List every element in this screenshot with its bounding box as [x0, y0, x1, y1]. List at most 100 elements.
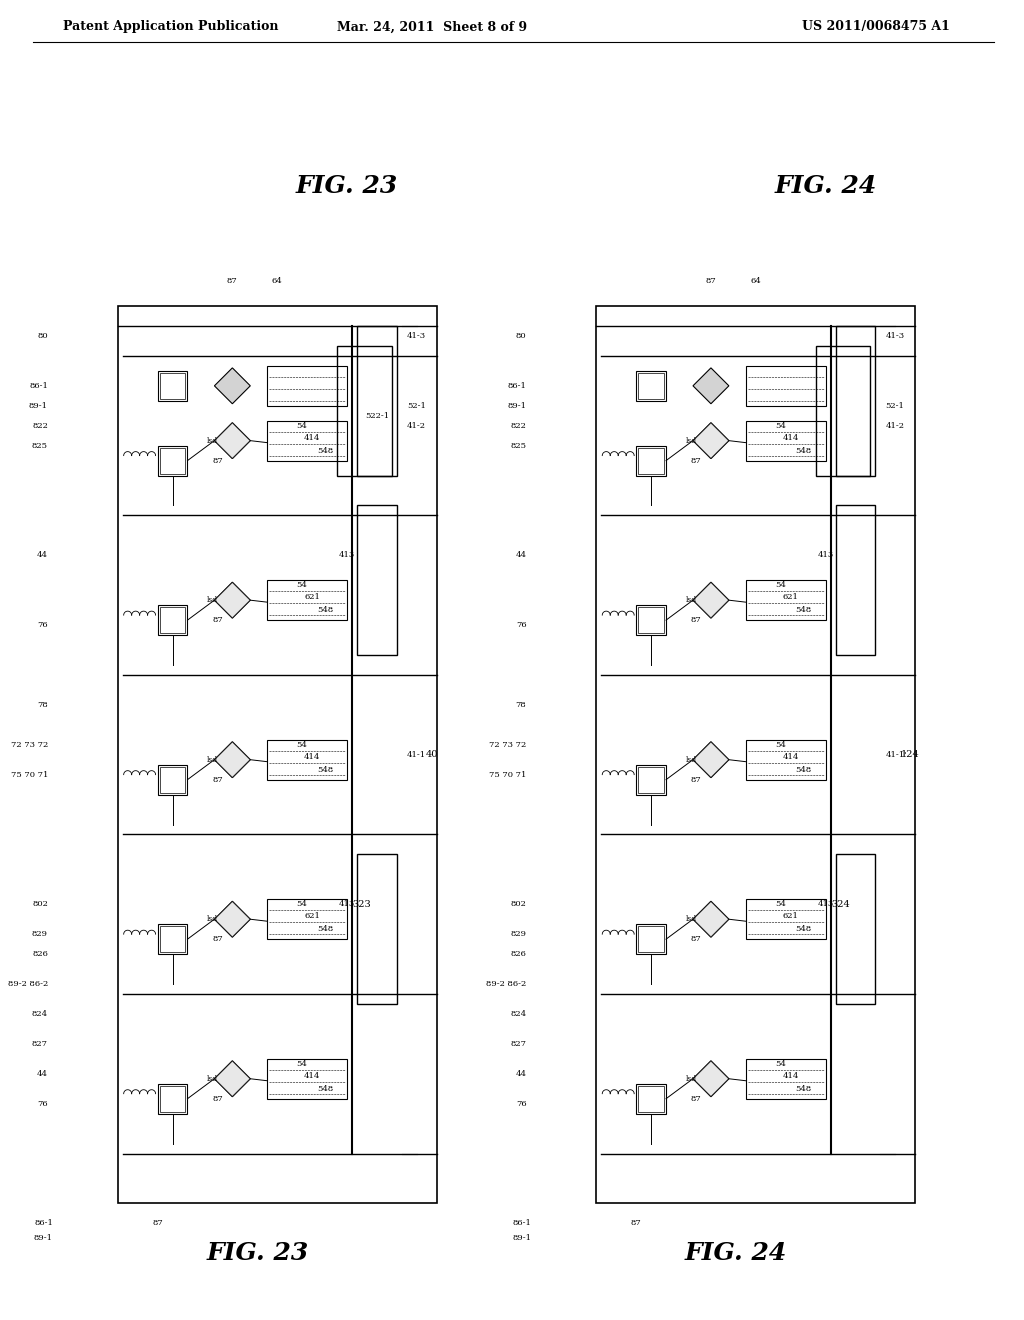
- Bar: [160, 447, 185, 474]
- Bar: [357, 506, 397, 655]
- Text: 41-1': 41-1': [886, 751, 907, 759]
- Bar: [745, 899, 825, 939]
- Bar: [267, 366, 347, 405]
- Text: 413: 413: [339, 900, 355, 908]
- Text: 87: 87: [212, 616, 223, 624]
- Text: 54: 54: [297, 581, 307, 589]
- Text: 548: 548: [317, 606, 333, 614]
- Text: 414: 414: [782, 752, 799, 760]
- Text: lsd: lsd: [685, 915, 696, 923]
- Text: 89-1: 89-1: [508, 401, 526, 409]
- Polygon shape: [693, 422, 729, 458]
- Text: 548: 548: [317, 1085, 333, 1093]
- Text: 827: 827: [511, 1040, 526, 1048]
- Bar: [158, 446, 187, 475]
- Text: 87: 87: [690, 935, 701, 944]
- Text: 822: 822: [32, 421, 48, 430]
- Polygon shape: [214, 582, 250, 618]
- Text: 124: 124: [901, 750, 920, 759]
- Bar: [636, 764, 666, 795]
- Text: lsd: lsd: [207, 437, 218, 445]
- Bar: [816, 346, 870, 475]
- Text: 41-2: 41-2: [407, 421, 426, 430]
- Text: 44: 44: [515, 552, 526, 560]
- Bar: [836, 854, 876, 1005]
- Text: 802: 802: [511, 900, 526, 908]
- Text: 54: 54: [297, 421, 307, 430]
- Text: 87: 87: [631, 1220, 641, 1228]
- Text: 87: 87: [212, 457, 223, 465]
- Text: Mar. 24, 2011  Sheet 8 of 9: Mar. 24, 2011 Sheet 8 of 9: [337, 20, 526, 33]
- Bar: [160, 372, 185, 399]
- Text: 41-3: 41-3: [407, 331, 426, 341]
- Text: FIG. 23: FIG. 23: [206, 1241, 308, 1266]
- Text: 54: 54: [775, 421, 786, 430]
- Text: 825: 825: [511, 442, 526, 450]
- Text: 824: 824: [510, 1010, 526, 1018]
- Text: 52-1: 52-1: [407, 401, 426, 409]
- Text: 324: 324: [831, 900, 850, 908]
- Polygon shape: [693, 368, 729, 404]
- Text: lsd: lsd: [685, 437, 696, 445]
- Text: lsd: lsd: [207, 756, 218, 764]
- Text: 548: 548: [796, 606, 812, 614]
- Text: 89-1: 89-1: [512, 1234, 531, 1242]
- Text: 825: 825: [32, 442, 48, 450]
- Text: lsd: lsd: [207, 915, 218, 923]
- Bar: [636, 446, 666, 475]
- Text: 44: 44: [37, 552, 48, 560]
- Text: Patent Application Publication: Patent Application Publication: [62, 20, 279, 33]
- Text: 87: 87: [212, 935, 223, 944]
- Text: 829: 829: [511, 931, 526, 939]
- Text: 827: 827: [32, 1040, 48, 1048]
- Text: 40: 40: [426, 750, 438, 759]
- Text: 76: 76: [516, 622, 526, 630]
- Text: 78: 78: [37, 701, 48, 709]
- Text: 548: 548: [796, 925, 812, 933]
- Text: 54: 54: [775, 1060, 786, 1068]
- Text: 52-1: 52-1: [886, 401, 904, 409]
- Text: 75 70 71: 75 70 71: [10, 771, 48, 779]
- Text: 548: 548: [317, 925, 333, 933]
- Bar: [836, 506, 876, 655]
- Bar: [118, 306, 437, 1204]
- Text: 621: 621: [782, 593, 799, 601]
- Text: 829: 829: [32, 931, 48, 939]
- Polygon shape: [693, 582, 729, 618]
- Text: 548: 548: [796, 766, 812, 774]
- Text: 44: 44: [515, 1069, 526, 1077]
- Bar: [636, 1084, 666, 1114]
- Bar: [357, 326, 397, 475]
- Bar: [638, 447, 665, 474]
- Text: 76: 76: [516, 1100, 526, 1107]
- Bar: [160, 1086, 185, 1111]
- Text: 54: 54: [297, 900, 307, 908]
- Text: 802: 802: [32, 900, 48, 908]
- Text: US 2011/0068475 A1: US 2011/0068475 A1: [803, 20, 950, 33]
- Bar: [160, 607, 185, 634]
- Text: 413: 413: [817, 552, 834, 560]
- Bar: [357, 854, 397, 1005]
- Text: 44: 44: [37, 1069, 48, 1077]
- Text: lsd: lsd: [685, 597, 696, 605]
- Bar: [267, 1059, 347, 1098]
- Text: FIG. 24: FIG. 24: [685, 1241, 787, 1266]
- Text: 413: 413: [817, 900, 834, 908]
- Polygon shape: [214, 902, 250, 937]
- Text: 80: 80: [516, 331, 526, 341]
- Text: 548: 548: [317, 446, 333, 454]
- Text: lsd: lsd: [207, 1074, 218, 1082]
- Bar: [267, 581, 347, 620]
- Text: 414: 414: [782, 434, 799, 442]
- Text: 548: 548: [796, 446, 812, 454]
- Bar: [337, 346, 392, 475]
- Polygon shape: [214, 742, 250, 777]
- Text: 414: 414: [304, 1072, 321, 1080]
- Text: 87: 87: [153, 1220, 163, 1228]
- Text: 80: 80: [37, 331, 48, 341]
- Text: 41-1: 41-1: [407, 751, 426, 759]
- Text: 548: 548: [317, 766, 333, 774]
- Polygon shape: [693, 902, 729, 937]
- Text: 824: 824: [32, 1010, 48, 1018]
- Text: 86-1: 86-1: [513, 1220, 531, 1228]
